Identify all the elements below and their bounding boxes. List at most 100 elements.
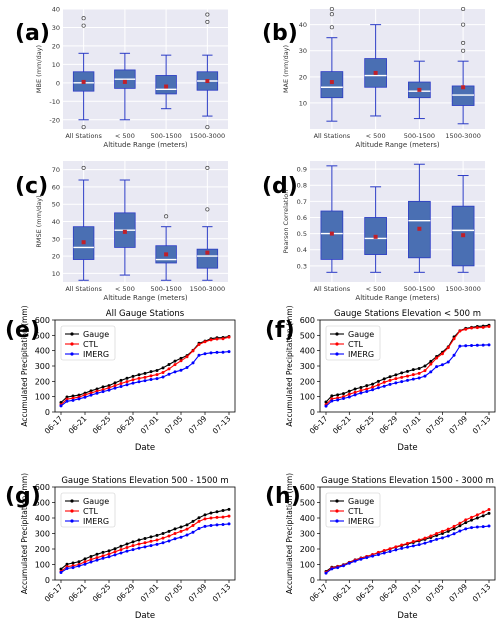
x-tick-label: 07-01 xyxy=(139,414,161,436)
outlier-point xyxy=(205,165,210,170)
data-point xyxy=(107,384,111,388)
y-tick-label: 50 xyxy=(52,201,60,209)
data-point xyxy=(191,523,195,527)
data-point xyxy=(475,525,479,529)
y-tick-label: 60 xyxy=(52,183,60,191)
mean-marker xyxy=(329,231,334,236)
data-point xyxy=(446,534,450,538)
data-point xyxy=(119,551,123,555)
data-point xyxy=(143,545,147,549)
data-point xyxy=(71,394,75,398)
data-point xyxy=(191,530,195,534)
data-point xyxy=(371,385,375,389)
legend-label: CTL xyxy=(83,507,98,516)
data-point xyxy=(137,376,141,380)
data-point xyxy=(227,514,231,518)
data-point xyxy=(215,515,219,519)
data-point xyxy=(464,327,468,331)
data-point xyxy=(137,380,141,384)
data-point xyxy=(359,389,363,393)
panel-label: (c) xyxy=(15,174,48,199)
data-point xyxy=(440,352,444,356)
data-point xyxy=(65,397,69,401)
data-point xyxy=(452,337,456,341)
data-point xyxy=(125,549,129,553)
data-point xyxy=(113,547,117,551)
data-point xyxy=(119,544,123,548)
y-tick-label: 100 xyxy=(300,561,315,570)
data-point xyxy=(221,337,225,341)
x-tick-label: 06-25 xyxy=(354,414,376,436)
y-tick-label: 30 xyxy=(299,47,307,55)
data-point xyxy=(71,566,75,570)
data-point xyxy=(179,359,183,363)
x-tick-label: < 500 xyxy=(366,285,386,293)
y-tick-label: 600 xyxy=(35,316,50,325)
x-tick-label: 07-09 xyxy=(187,414,209,436)
legend-marker xyxy=(70,342,74,346)
x-tick-label: All Stations xyxy=(314,285,351,293)
x-tick-label: 06-17 xyxy=(308,582,330,604)
data-point xyxy=(179,529,183,533)
x-tick-label: < 500 xyxy=(115,132,135,140)
data-point xyxy=(353,559,357,563)
data-point xyxy=(89,558,93,562)
data-point xyxy=(95,552,99,556)
y-axis-label: Pearson Correlation xyxy=(282,190,290,254)
data-point xyxy=(417,543,421,547)
data-point xyxy=(65,562,69,566)
data-point xyxy=(95,391,99,395)
plot-area xyxy=(63,9,228,129)
mean-marker xyxy=(461,85,466,90)
data-point xyxy=(330,397,334,401)
y-tick-label: 300 xyxy=(35,530,50,539)
mean-marker xyxy=(417,226,422,231)
y-tick-label: 40 xyxy=(299,21,307,29)
legend-label: IMERG xyxy=(83,517,109,526)
data-point xyxy=(101,385,105,389)
data-point xyxy=(137,546,141,550)
data-point xyxy=(215,337,219,341)
data-point xyxy=(400,375,404,379)
mean-marker xyxy=(122,229,127,234)
data-point xyxy=(113,550,117,554)
data-point xyxy=(83,560,87,564)
outlier-point xyxy=(164,214,169,219)
data-point xyxy=(353,393,357,397)
data-point xyxy=(89,391,93,395)
data-point xyxy=(382,377,386,381)
data-point xyxy=(440,529,444,533)
data-point xyxy=(59,567,63,571)
data-point xyxy=(376,386,380,390)
data-point xyxy=(173,532,177,535)
data-point xyxy=(101,556,105,560)
data-point xyxy=(429,534,433,538)
data-point xyxy=(464,518,468,522)
box xyxy=(196,248,219,269)
data-point xyxy=(173,537,177,541)
data-point xyxy=(458,524,462,528)
data-point xyxy=(65,395,69,399)
data-point xyxy=(107,388,111,392)
x-tick-label: 06-21 xyxy=(67,414,89,436)
x-tick-label: 06-21 xyxy=(67,582,89,604)
data-point xyxy=(417,371,421,375)
panel-label: (a) xyxy=(15,21,50,46)
data-point xyxy=(155,368,159,372)
data-point xyxy=(119,381,123,385)
data-point xyxy=(197,353,201,357)
x-tick-label: 06-21 xyxy=(331,582,353,604)
y-axis-label: RMSE (mm/day) xyxy=(35,195,43,247)
legend-label: IMERG xyxy=(348,517,374,526)
data-point xyxy=(83,557,87,561)
data-point xyxy=(173,359,177,363)
data-point xyxy=(221,350,225,354)
data-point xyxy=(394,373,398,377)
x-tick-label: 06-29 xyxy=(115,414,137,436)
data-point xyxy=(77,564,81,568)
data-point xyxy=(336,393,340,397)
data-point xyxy=(95,556,99,560)
x-tick-label: 1500-3000 xyxy=(190,285,225,293)
legend-label: CTL xyxy=(83,340,98,349)
data-point xyxy=(227,507,231,511)
